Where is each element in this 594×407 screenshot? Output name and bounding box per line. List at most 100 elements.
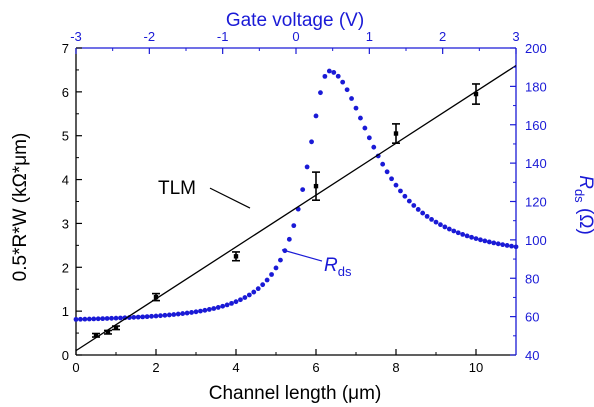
rds-point xyxy=(82,316,88,322)
right-tick-label: 80 xyxy=(525,271,539,286)
bottom-tick-label: 4 xyxy=(232,360,239,375)
top-tick-label: 1 xyxy=(366,29,373,44)
bottom-tick-label: 0 xyxy=(72,360,79,375)
rds-point xyxy=(513,244,519,250)
rds-point xyxy=(78,316,83,322)
left-axis-title: 0.5*R*W (kΩ*μm) xyxy=(10,133,31,282)
rds-point xyxy=(113,315,119,321)
rds-point xyxy=(100,316,106,322)
rds-point xyxy=(220,303,226,309)
rds-point xyxy=(171,312,177,317)
rds-point xyxy=(482,238,488,244)
rds-annotation-sub: ds xyxy=(338,264,352,279)
right-axis-title-main: R xyxy=(575,175,594,189)
rds-point xyxy=(269,272,274,277)
rds-point xyxy=(286,236,292,242)
rds-point xyxy=(380,161,386,167)
left-tick-label: 5 xyxy=(62,129,69,144)
rds-point xyxy=(384,169,390,175)
rds-point xyxy=(473,236,479,241)
right-tick-label: 160 xyxy=(525,118,547,133)
left-tick-label: 7 xyxy=(62,41,69,56)
rds-point xyxy=(149,313,154,319)
top-tick-label: -2 xyxy=(144,29,156,44)
rds-point xyxy=(215,305,221,310)
rds-point xyxy=(495,241,501,247)
left-tick-label: 1 xyxy=(62,304,69,319)
rds-point xyxy=(504,243,510,248)
rds-point xyxy=(211,306,217,311)
tlm-point xyxy=(105,329,111,335)
rds-point xyxy=(278,257,283,263)
left-tick-label: 0 xyxy=(62,348,69,363)
rds-point xyxy=(406,198,412,204)
tlm-point xyxy=(113,325,119,331)
rds-point xyxy=(411,203,417,208)
rds-point xyxy=(424,213,430,219)
rds-point xyxy=(229,300,234,306)
top-axis-title: Gate voltage (V) xyxy=(226,10,364,31)
rds-point xyxy=(455,230,461,236)
rds-point xyxy=(264,277,270,283)
rds-point xyxy=(486,239,492,245)
rds-point xyxy=(438,222,443,228)
rds-point xyxy=(464,233,470,239)
rds-point xyxy=(86,316,92,322)
top-tick-label: -3 xyxy=(70,29,82,44)
rds-point xyxy=(460,231,466,237)
tlm-point xyxy=(93,333,99,338)
rds-point xyxy=(175,311,181,317)
rds-point xyxy=(140,314,146,320)
tlm-point xyxy=(313,183,319,189)
tlm-point xyxy=(233,254,239,259)
right-axis-title-unit: (Ω) xyxy=(575,203,594,235)
right-tick-label: 200 xyxy=(525,41,547,56)
rds-point xyxy=(202,307,208,313)
tlm-annotation-pointer xyxy=(209,187,251,209)
rds-point xyxy=(144,314,150,320)
rds-point xyxy=(109,315,114,321)
right-axis-title-sub: ds xyxy=(572,189,587,203)
rds-point xyxy=(189,310,194,315)
rds-point xyxy=(206,307,212,312)
rds-point xyxy=(131,314,137,320)
bottom-tick-label: 2 xyxy=(152,360,159,375)
rds-point xyxy=(158,313,163,319)
rds-point xyxy=(420,210,426,216)
right-tick-label: 100 xyxy=(525,233,547,248)
rds-point xyxy=(260,282,266,288)
rds-point xyxy=(73,316,79,322)
rds-point xyxy=(318,90,323,96)
rds-point xyxy=(371,144,377,150)
rds-annotation: Rds xyxy=(324,255,352,279)
rds-point xyxy=(255,286,261,292)
rds-point xyxy=(349,96,354,101)
rds-point xyxy=(442,224,448,230)
rds-point xyxy=(451,228,457,234)
bottom-tick-label: 6 xyxy=(312,360,319,375)
rds-point xyxy=(344,87,350,93)
rds-point xyxy=(500,242,506,248)
tlm-annotation: TLM xyxy=(158,178,196,199)
left-tick-label: 6 xyxy=(62,85,69,100)
rds-point xyxy=(358,115,363,121)
tlm-fit-line xyxy=(75,64,517,352)
rds-point xyxy=(224,302,230,308)
right-tick-label: 60 xyxy=(525,310,539,325)
rds-point xyxy=(153,313,159,319)
right-tick-label: 180 xyxy=(525,79,547,94)
rds-point xyxy=(478,237,483,243)
rds-point xyxy=(273,265,279,271)
rds-point xyxy=(166,312,172,318)
left-tick-label: 2 xyxy=(62,260,69,275)
rds-point xyxy=(393,182,399,188)
top-tick-label: -1 xyxy=(217,29,229,44)
rds-point xyxy=(242,295,248,300)
rds-point xyxy=(491,240,497,246)
top-tick-label: 0 xyxy=(292,29,299,44)
tlm-point xyxy=(393,131,399,136)
rds-point xyxy=(180,311,186,316)
right-tick-label: 40 xyxy=(525,348,539,363)
rds-point xyxy=(184,310,190,316)
